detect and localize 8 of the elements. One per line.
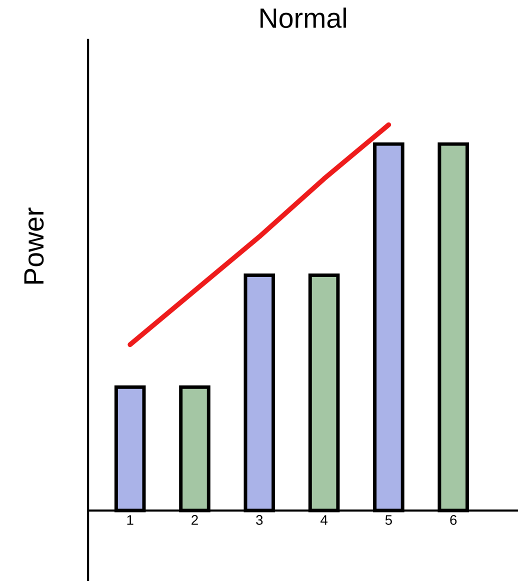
x-tick-label: 4 [320, 515, 328, 525]
x-tick-label: 3 [256, 515, 263, 525]
x-tick-label: 5 [385, 515, 392, 525]
x-tick-label: 6 [450, 515, 457, 525]
chart-title: Normal [260, 8, 346, 28]
y-axis-title: Power [24, 208, 44, 284]
x-tick-label: 1 [127, 515, 134, 525]
x-tick-label: 2 [192, 515, 198, 525]
